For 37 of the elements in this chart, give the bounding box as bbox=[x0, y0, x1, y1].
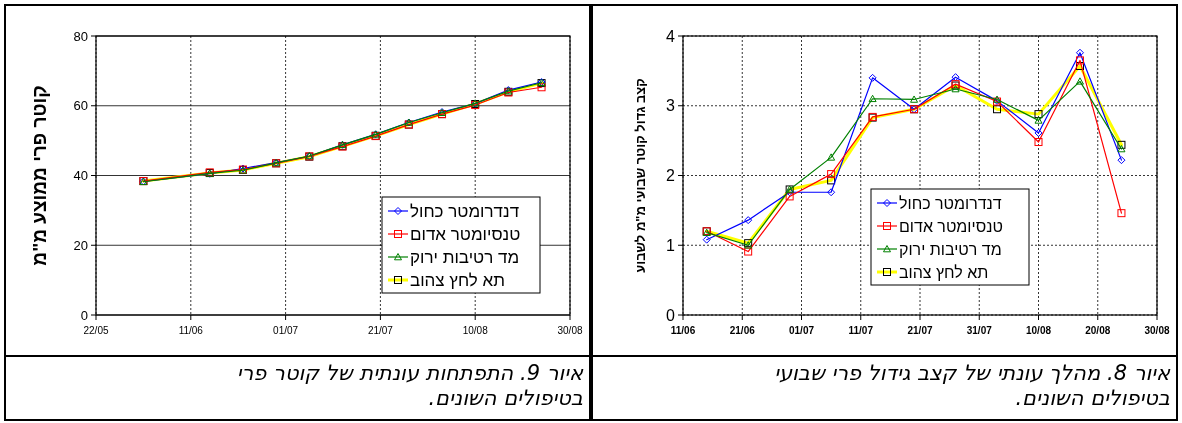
x-tick-label: 21/07 bbox=[907, 325, 933, 336]
y-axis-title: קצב גדול קוטר שבועי מ"מ לשבוע bbox=[633, 78, 648, 273]
legend-label: תא לחץ צהוב bbox=[410, 270, 505, 290]
x-tick-label: 30/08 bbox=[557, 325, 583, 336]
legend-label: דנדרומטר כחול bbox=[410, 201, 520, 221]
x-tick-label: 30/08 bbox=[1144, 325, 1170, 336]
x-tick-label: 22/05 bbox=[83, 325, 109, 336]
y-tick-label: 20 bbox=[73, 237, 88, 253]
text: איור 8. מהלך עונתי של קצב גידול פרי שבועי בטיפולים השונים. bbox=[773, 361, 1170, 411]
y-axis-title: קוטר פרי ממוצע מ"מ bbox=[29, 85, 50, 266]
y-tick-label: 1 bbox=[666, 236, 676, 254]
x-tick-label: 20/08 bbox=[1085, 325, 1111, 336]
x-tick-label: 10/08 bbox=[462, 325, 489, 336]
legend-label: דנדרומטר כחול bbox=[899, 194, 1002, 212]
x-tick-label: 31/07 bbox=[966, 325, 993, 336]
x-tick-label: 21/06 bbox=[729, 325, 756, 336]
text: איור 9. התפתחות עונתית של קוטר פרי בטיפולים השונים. bbox=[235, 361, 583, 411]
legend-label: תא לחץ צהוב bbox=[899, 263, 989, 281]
x-tick-label: 21/07 bbox=[367, 325, 394, 336]
y-tick-label: 3 bbox=[666, 97, 676, 115]
x-tick-label: 01/07 bbox=[273, 325, 299, 336]
x-tick-label: 01/07 bbox=[788, 325, 815, 336]
legend-label: טנסיומטר אדום bbox=[899, 217, 1003, 235]
y-tick-label: 0 bbox=[666, 306, 676, 324]
y-tick-label: 40 bbox=[73, 168, 88, 184]
y-tick-label: 60 bbox=[73, 98, 88, 114]
legend-label: טנסיומטר אדום bbox=[410, 224, 521, 244]
y-tick-label: 80 bbox=[73, 28, 88, 44]
x-tick-label: 11/06 bbox=[178, 325, 204, 336]
legend-label: מד רטיבות ירוק bbox=[410, 247, 520, 267]
x-tick-label: 11/06 bbox=[670, 325, 696, 336]
x-tick-label: 10/08 bbox=[1025, 325, 1052, 336]
y-tick-label: 4 bbox=[666, 27, 676, 45]
y-tick-label: 2 bbox=[666, 167, 676, 185]
x-tick-label: 11/07 bbox=[848, 325, 874, 336]
y-tick-label: 0 bbox=[80, 307, 88, 323]
legend-label: מד רטיבות ירוק bbox=[899, 240, 1002, 258]
